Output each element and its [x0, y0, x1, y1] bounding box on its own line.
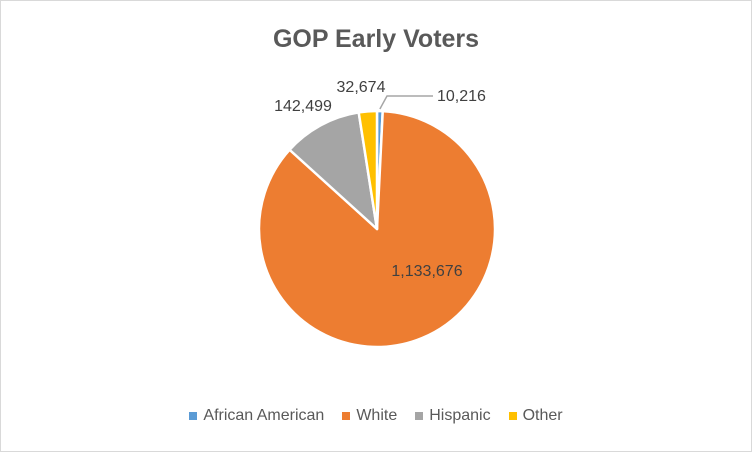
- data-label-other: 32,674: [337, 79, 386, 96]
- legend-swatch-white: [342, 412, 351, 420]
- legend-item-hispanic: Hispanic: [415, 407, 491, 425]
- data-label-hispanic: 142,499: [274, 98, 332, 115]
- legend: African American White Hispanic Other: [1, 407, 751, 425]
- pie-slice-hispanic: [288, 111, 379, 231]
- legend-label-other: Other: [522, 407, 563, 424]
- legend-swatch-other: [508, 412, 517, 420]
- legend-label-hispanic: Hispanic: [429, 407, 491, 424]
- legend-swatch-african-american: [189, 412, 198, 420]
- data-label-african-american: 10,216: [437, 88, 486, 105]
- legend-label-african-american: African American: [203, 407, 325, 424]
- leader-line-african-american: [379, 95, 433, 110]
- legend-item-african-american: African American: [189, 407, 324, 425]
- legend-label-white: White: [356, 407, 398, 424]
- chart-title: GOP Early Voters: [272, 25, 480, 53]
- legend-item-white: White: [342, 407, 397, 425]
- legend-item-other: Other: [508, 407, 563, 425]
- data-label-white: 1,133,676: [391, 263, 462, 280]
- pie-slice-other: [357, 109, 379, 231]
- legend-swatch-hispanic: [415, 412, 424, 420]
